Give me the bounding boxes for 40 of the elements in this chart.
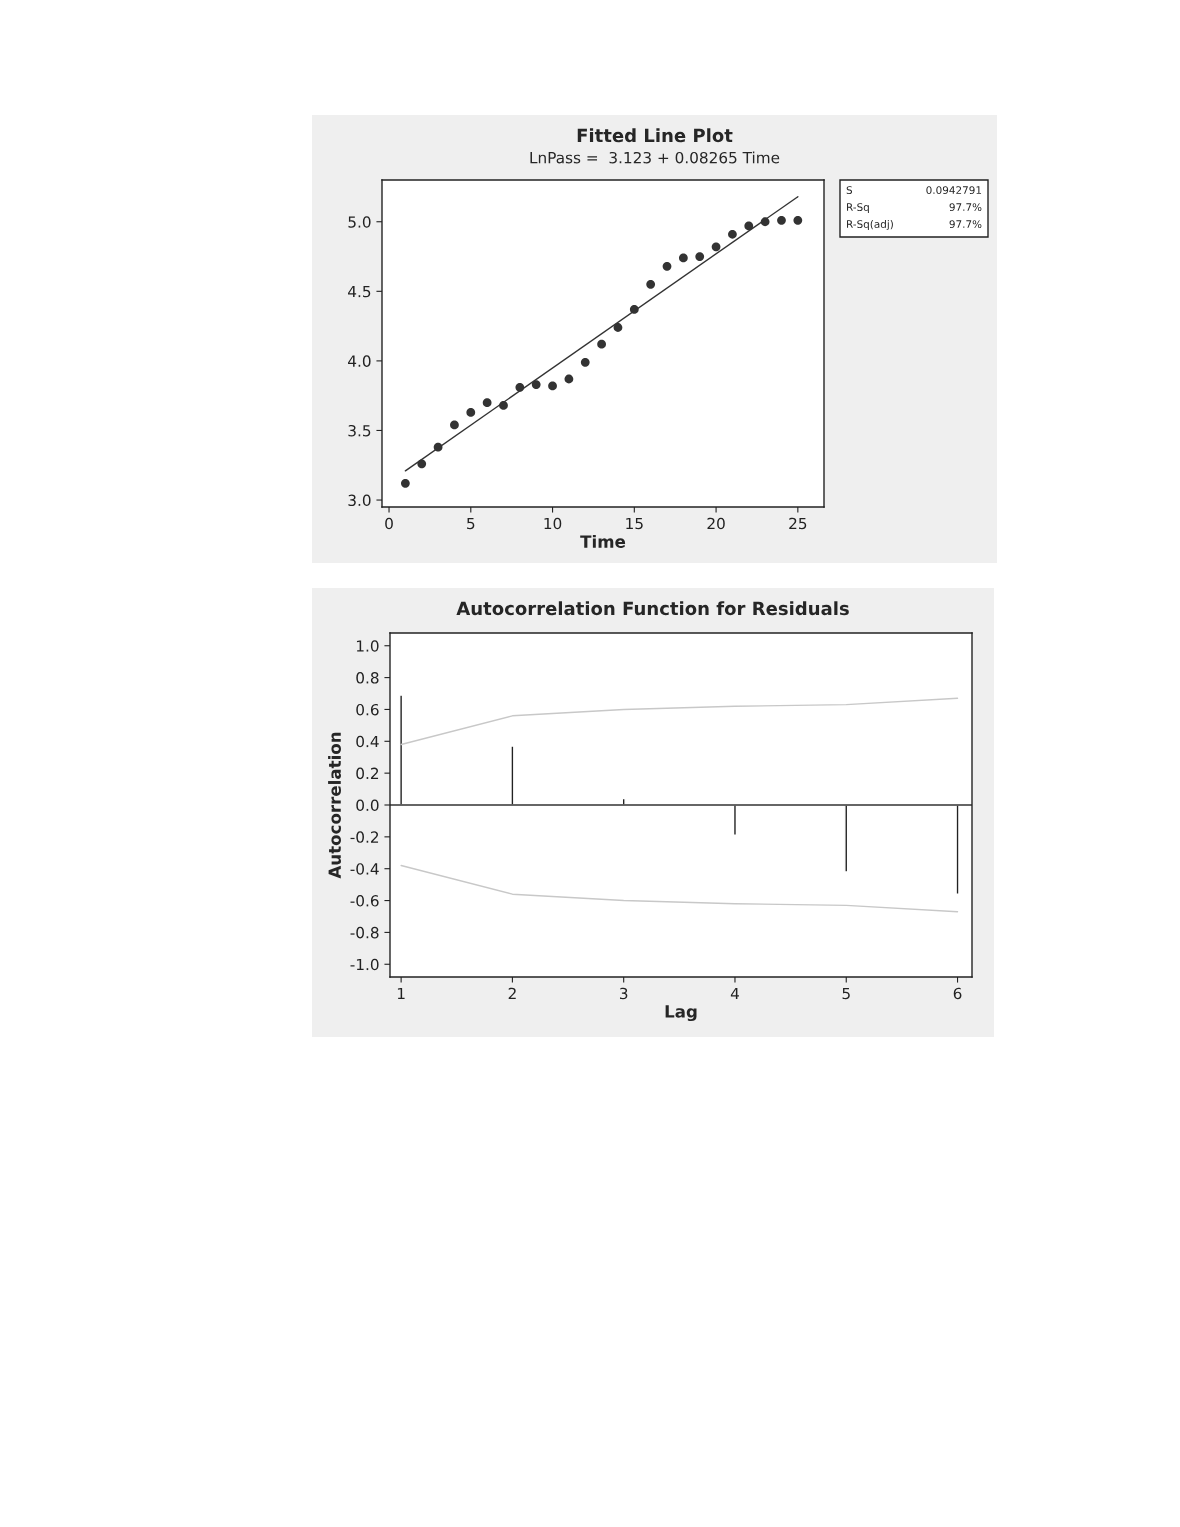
y-tick-label: 0.8 [356, 672, 379, 684]
y-tick-label: 0.0 [356, 799, 379, 812]
x-tick-label: 4 [730, 987, 739, 1000]
text: R-Sq(adj) [847, 219, 893, 231]
chart-title: Autocorrelation Function for Residuals [456, 601, 849, 616]
x-tick-label: 2 [508, 987, 516, 1000]
x-axis-title: Time [580, 534, 626, 548]
y-tick-label: 1.0 [356, 640, 379, 652]
y-tick-label: 3.0 [348, 494, 371, 507]
y-tick-label: 0.6 [356, 703, 379, 716]
text: 97.7% [949, 220, 982, 229]
chart-title: Fitted Line Plot [577, 128, 733, 143]
text: 0.0942791 [926, 186, 982, 195]
y-tick-label: 0.2 [356, 767, 379, 780]
y-tick-label: 4.5 [348, 285, 371, 298]
y-tick-label: -1.0 [350, 958, 379, 971]
y-axis-title: Autocorrelation [328, 732, 341, 879]
y-tick-label: -0.4 [350, 863, 379, 875]
x-tick-label: 5 [467, 517, 475, 530]
y-tick-label: 4.0 [348, 355, 371, 367]
y-tick-label: -0.6 [350, 895, 379, 907]
y-tick-label: -0.2 [350, 831, 379, 843]
text: 97.7% [949, 203, 982, 212]
x-tick-label: 0 [385, 517, 393, 530]
y-tick-label: 0.4 [356, 735, 379, 748]
x-tick-label: 20 [707, 517, 725, 530]
x-tick-label: 3 [619, 987, 628, 1000]
x-axis-title: Lag [665, 1005, 697, 1022]
y-tick-label: 5.0 [348, 216, 371, 228]
y-tick-label: -0.8 [350, 926, 379, 939]
chart-subtitle: LnPass = 3.123 + 0.08265 Time [530, 151, 780, 164]
x-tick-label: 15 [626, 517, 643, 530]
text: R-Sq [847, 203, 869, 214]
x-tick-label: 5 [842, 987, 850, 1000]
x-tick-label: 6 [953, 987, 962, 1000]
y-tick-label: 3.5 [348, 424, 371, 437]
x-tick-label: 10 [544, 517, 562, 530]
x-tick-label: 1 [397, 987, 405, 1000]
text: S [846, 186, 853, 195]
x-tick-label: 25 [789, 517, 807, 530]
